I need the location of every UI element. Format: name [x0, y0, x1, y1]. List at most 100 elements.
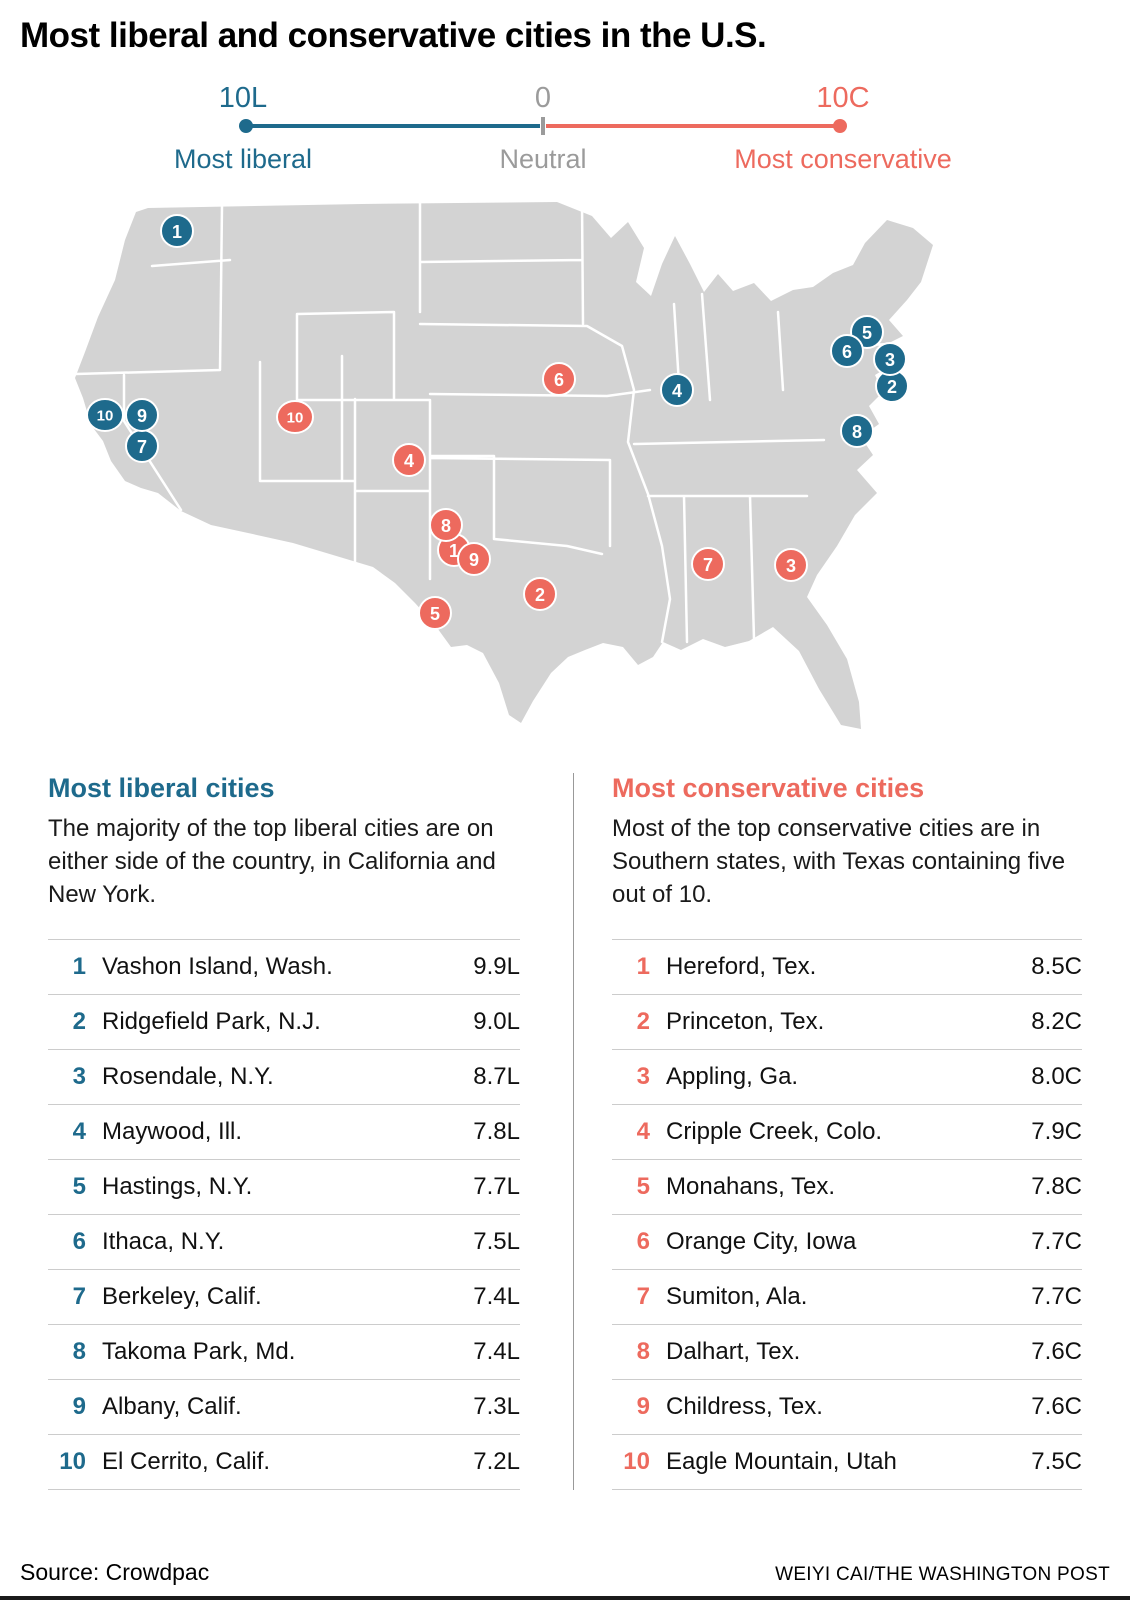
city-row: 5 Hastings, N.Y. 7.7L [48, 1160, 520, 1216]
map-marker [125, 398, 159, 432]
city-row: 8 Dalhart, Tex. 7.6C [612, 1325, 1082, 1381]
city-row: 2 Princeton, Tex. 8.2C [612, 995, 1082, 1051]
map-marker-number: 2 [535, 585, 545, 605]
rank-number: 3 [72, 1063, 86, 1091]
map-marker-number: 9 [469, 550, 479, 570]
map-marker [457, 542, 491, 576]
scale-label-most-conservative: Most conservative [734, 144, 952, 174]
city-row: 3 Rosendale, N.Y. 8.7L [48, 1050, 520, 1106]
map-marker-number: 2 [887, 377, 897, 397]
city-row: 9 Albany, Calif. 7.3L [48, 1380, 520, 1436]
city-name: Hastings, N.Y. [102, 1173, 253, 1201]
scale-value-conservative: 10C [816, 82, 870, 114]
map-marker [418, 596, 452, 630]
footer: Source: Crowdpac WEIYI CAI/THE WASHINGTO… [0, 1559, 1130, 1586]
map-marker [276, 400, 314, 434]
scale-value-liberal: 10L [218, 82, 268, 114]
city-row: 1 Vashon Island, Wash. 9.9L [48, 940, 520, 996]
map-marker [660, 373, 694, 407]
city-name: Childress, Tex. [666, 1393, 823, 1421]
scale-label-neutral: Neutral [499, 144, 587, 174]
us-map-outline [75, 202, 933, 729]
map-marker-number: 6 [842, 342, 852, 362]
map-marker-number: 4 [672, 381, 682, 401]
map-marker-number: 10 [97, 408, 114, 425]
liberal-heading: Most liberal cities [48, 773, 275, 803]
city-name: Princeton, Tex. [666, 1008, 825, 1036]
map-marker [523, 577, 557, 611]
scale-legend: 10L 0 10C Most liberal Neutral Most cons… [174, 82, 952, 188]
city-name: Ithaca, N.Y. [102, 1228, 225, 1256]
city-name: Ridgefield Park, N.J. [102, 1008, 321, 1036]
city-name: Orange City, Iowa [666, 1228, 857, 1256]
scale-label-most-liberal: Most liberal [173, 144, 313, 174]
conservative-city-table: 1 Hereford, Tex. 8.5C 2 Princeton, Tex. 8.2C 3… [612, 939, 1082, 1491]
city-score: 8.2C [1031, 1008, 1082, 1036]
conservative-description: Most of the top conservative cities are … [612, 815, 1066, 909]
rank-number: 9 [636, 1393, 650, 1421]
city-score: 7.6C [1031, 1338, 1082, 1366]
rank-number: 1 [636, 953, 650, 981]
rank-number: 1 [72, 953, 86, 981]
scale-endpoint-conservative-dot [833, 119, 847, 133]
rank-number: 7 [636, 1283, 650, 1311]
city-name: Albany, Calif. [102, 1393, 242, 1421]
city-name: Dalhart, Tex. [666, 1338, 801, 1366]
source-credit: Source: Crowdpac [20, 1559, 210, 1585]
rank-number: 2 [72, 1008, 86, 1036]
city-row: 6 Ithaca, N.Y. 7.5L [48, 1215, 520, 1271]
city-row: 5 Monahans, Tex. 7.8C [612, 1160, 1082, 1216]
map-marker-number: 5 [430, 604, 440, 624]
city-name: Hereford, Tex. [666, 953, 817, 981]
city-name: El Cerrito, Calif. [102, 1448, 271, 1476]
author-credit: WEIYI CAI/THE WASHINGTON POST [775, 1564, 1110, 1585]
city-lists: Most liberal cities The majority of the … [48, 773, 1082, 1491]
rank-number: 6 [636, 1228, 650, 1256]
map-marker [86, 398, 124, 432]
city-row: 1 Hereford, Tex. 8.5C [612, 940, 1082, 996]
scale-bar-liberal [248, 124, 540, 128]
city-row: 4 Maywood, Ill. 7.8L [48, 1105, 520, 1161]
rank-number: 6 [72, 1228, 86, 1256]
rank-number: 10 [59, 1448, 86, 1476]
rank-number: 4 [636, 1118, 650, 1146]
map-marker-number: 6 [554, 370, 564, 390]
map-marker-number: 4 [404, 451, 414, 471]
map-marker-number: 1 [449, 541, 459, 561]
city-row: 9 Childress, Tex. 7.6C [612, 1380, 1082, 1436]
rank-number: 8 [72, 1338, 86, 1366]
map-marker [542, 362, 576, 396]
city-score: 7.7C [1031, 1228, 1082, 1256]
map-marker [392, 443, 426, 477]
city-name: Vashon Island, Wash. [102, 953, 333, 981]
city-row: 6 Orange City, Iowa 7.7C [612, 1215, 1082, 1271]
city-name: Monahans, Tex. [666, 1173, 835, 1201]
bottom-rule [0, 1596, 1130, 1600]
city-name: Cripple Creek, Colo. [666, 1118, 883, 1146]
city-score: 7.2L [473, 1448, 520, 1476]
state-borders [74, 200, 896, 644]
city-score: 7.8L [473, 1118, 520, 1146]
city-name: Sumiton, Ala. [666, 1283, 808, 1311]
city-row: 8 Takoma Park, Md. 7.4L [48, 1325, 520, 1381]
city-score: 9.9L [473, 953, 520, 981]
city-score: 7.5C [1031, 1448, 1082, 1476]
city-name: Berkeley, Calif. [102, 1283, 262, 1311]
map-marker-number: 1 [172, 222, 182, 242]
rank-number: 5 [72, 1173, 86, 1201]
rank-number: 8 [636, 1338, 650, 1366]
city-score: 7.5L [473, 1228, 520, 1256]
rank-number: 4 [72, 1118, 86, 1146]
us-map: 1 2 3 4 5 6 7 8 9 10 1 2 3 4 5 6 7 8 9 10 [62, 194, 1130, 749]
rank-number: 2 [636, 1008, 650, 1036]
map-marker-number: 3 [885, 350, 895, 370]
map-marker-number: 8 [852, 422, 862, 442]
liberal-description: The majority of the top liberal cities a… [48, 815, 496, 909]
map-marker [160, 214, 194, 248]
conservative-heading: Most conservative cities [612, 773, 925, 803]
rank-number: 3 [636, 1063, 650, 1091]
city-score: 8.5C [1031, 953, 1082, 981]
city-name: Maywood, Ill. [102, 1118, 243, 1146]
rank-number: 7 [72, 1283, 86, 1311]
